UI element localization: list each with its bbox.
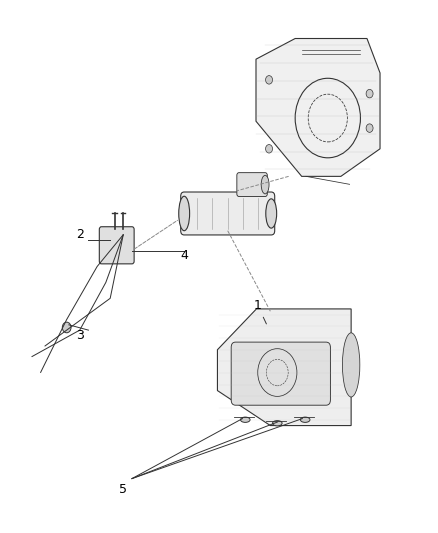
Circle shape xyxy=(366,90,373,98)
Ellipse shape xyxy=(179,196,190,231)
Ellipse shape xyxy=(300,417,310,422)
Text: 1: 1 xyxy=(254,299,266,324)
Ellipse shape xyxy=(343,333,360,397)
Circle shape xyxy=(265,144,272,153)
Polygon shape xyxy=(256,38,380,176)
Text: 2: 2 xyxy=(76,228,84,241)
Text: 4: 4 xyxy=(180,249,188,262)
Circle shape xyxy=(366,124,373,132)
Ellipse shape xyxy=(261,175,269,194)
Ellipse shape xyxy=(240,417,250,422)
FancyBboxPatch shape xyxy=(237,173,267,197)
Text: 5: 5 xyxy=(119,483,127,496)
Circle shape xyxy=(265,76,272,84)
Polygon shape xyxy=(217,309,351,425)
Text: 3: 3 xyxy=(76,329,84,342)
FancyBboxPatch shape xyxy=(231,342,330,405)
Circle shape xyxy=(62,322,71,333)
FancyBboxPatch shape xyxy=(181,192,275,235)
FancyBboxPatch shape xyxy=(99,227,134,264)
Ellipse shape xyxy=(266,199,277,228)
Ellipse shape xyxy=(272,421,282,426)
